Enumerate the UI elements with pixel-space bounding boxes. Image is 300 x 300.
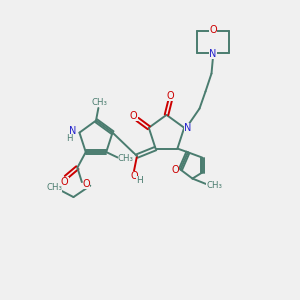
Text: O: O [172, 165, 179, 175]
Text: O: O [130, 171, 138, 181]
Text: CH₃: CH₃ [118, 154, 134, 164]
Text: CH₃: CH₃ [46, 183, 62, 192]
Text: O: O [209, 25, 217, 35]
Text: H: H [66, 134, 73, 142]
Text: CH₃: CH₃ [91, 98, 107, 107]
Text: N: N [69, 126, 76, 136]
Text: H: H [136, 176, 143, 185]
Text: O: O [166, 91, 174, 101]
Text: O: O [130, 111, 138, 122]
Text: O: O [61, 177, 69, 188]
Text: CH₃: CH₃ [206, 181, 222, 190]
Text: O: O [83, 179, 91, 189]
Text: N: N [184, 123, 192, 133]
Text: N: N [209, 49, 217, 59]
